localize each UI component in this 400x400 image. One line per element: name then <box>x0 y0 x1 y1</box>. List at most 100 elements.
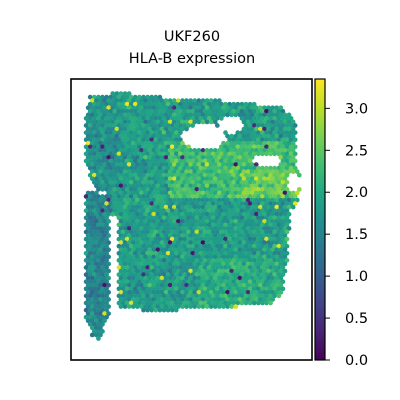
spot <box>165 130 171 135</box>
spot <box>180 112 185 118</box>
spot <box>194 101 200 107</box>
spot <box>98 247 103 253</box>
spot <box>176 268 181 274</box>
spot <box>141 229 146 235</box>
spot <box>237 105 243 111</box>
spot <box>96 336 101 341</box>
spot <box>163 233 169 238</box>
spot <box>217 290 222 295</box>
spot <box>217 254 222 260</box>
spot <box>251 144 257 150</box>
spot <box>225 247 230 253</box>
spot <box>118 254 124 260</box>
spot <box>282 162 288 167</box>
spot <box>245 162 251 167</box>
spot <box>260 208 265 214</box>
spot <box>87 201 93 206</box>
spot <box>276 201 282 206</box>
spot <box>223 250 228 256</box>
spot <box>198 187 204 192</box>
spot <box>126 105 132 111</box>
spot <box>169 208 175 214</box>
spot <box>208 162 214 167</box>
spot <box>94 190 99 196</box>
spot <box>212 190 218 196</box>
spot <box>200 211 206 217</box>
spot <box>231 265 237 270</box>
spot <box>282 254 288 260</box>
spot <box>239 243 245 249</box>
chart-title: UKF260 HLA-B expression <box>129 29 255 67</box>
spot <box>202 243 208 249</box>
spot <box>198 179 204 185</box>
spot <box>262 169 267 174</box>
spot <box>169 123 175 128</box>
spot <box>94 133 99 139</box>
spot <box>241 268 247 274</box>
spot <box>253 197 259 203</box>
spot <box>124 236 130 242</box>
spot <box>237 176 243 182</box>
spot <box>255 243 261 249</box>
spot <box>149 158 155 164</box>
spot <box>212 105 218 111</box>
spot <box>139 247 144 253</box>
spot <box>114 169 120 174</box>
spot <box>280 137 286 143</box>
spot <box>262 133 267 139</box>
spot <box>149 108 155 114</box>
spot <box>276 236 282 242</box>
spot <box>163 140 169 146</box>
spot <box>124 123 130 128</box>
spot <box>118 176 124 182</box>
spot <box>163 282 169 288</box>
spot <box>98 318 103 324</box>
spot <box>204 176 210 182</box>
spot <box>260 194 265 199</box>
spot <box>245 112 251 118</box>
spot <box>137 272 142 277</box>
spot <box>120 250 126 256</box>
spot <box>130 183 136 189</box>
spot <box>137 236 142 242</box>
spot <box>114 148 120 153</box>
spot <box>126 190 132 196</box>
spot <box>126 204 132 210</box>
spot <box>167 190 173 196</box>
spot <box>247 265 253 270</box>
spot <box>278 112 284 118</box>
spot <box>235 222 241 228</box>
spot <box>206 250 212 256</box>
spot <box>251 222 257 228</box>
spot <box>223 187 228 192</box>
spot <box>204 169 210 174</box>
spot <box>184 105 189 111</box>
spot <box>239 265 245 270</box>
spot <box>188 105 193 111</box>
spot <box>255 265 261 270</box>
spot <box>210 286 216 292</box>
spot <box>214 286 220 292</box>
spot <box>132 130 138 135</box>
spot <box>149 272 155 277</box>
spot <box>237 297 243 302</box>
spot <box>104 236 109 242</box>
spot <box>165 172 171 178</box>
spot <box>108 165 114 171</box>
spot <box>270 290 275 295</box>
spot <box>186 165 191 171</box>
spot <box>266 211 271 217</box>
spot <box>280 265 286 270</box>
spot <box>94 282 99 288</box>
spot <box>288 158 294 164</box>
spot <box>128 172 134 178</box>
spot <box>176 112 181 118</box>
spot <box>251 243 257 249</box>
spot <box>227 158 232 164</box>
spot <box>233 297 239 302</box>
spot <box>87 130 93 135</box>
spot <box>237 282 243 288</box>
spot <box>270 240 275 245</box>
spot <box>221 176 226 182</box>
spot <box>182 101 187 107</box>
